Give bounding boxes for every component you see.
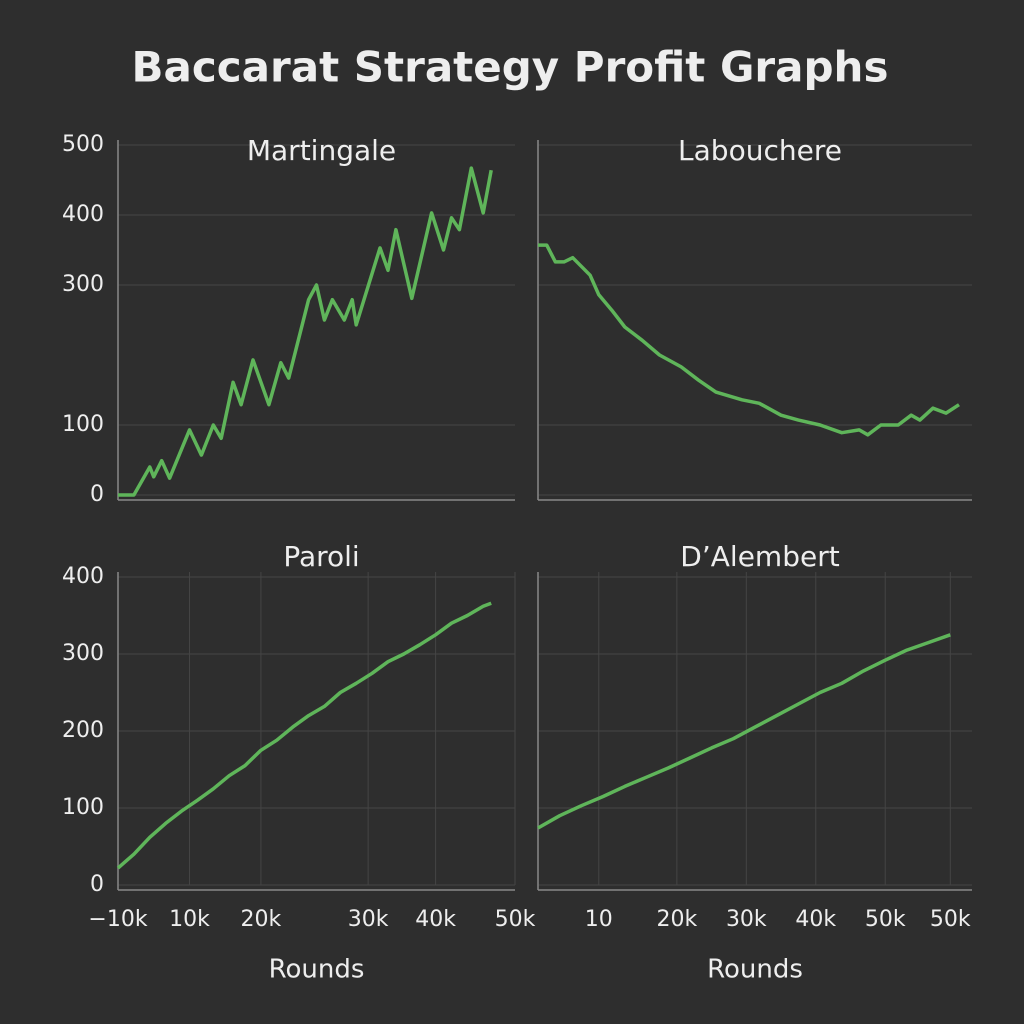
y-tick-label: 100 — [62, 412, 104, 437]
y-tick-label: 0 — [90, 872, 104, 897]
x-tick-label: 10 — [585, 907, 613, 932]
x-tick-label: 50k — [930, 907, 971, 932]
y-tick-label: 400 — [62, 202, 104, 227]
x-tick-label: 10k — [169, 907, 210, 932]
figure-title: Baccarat Strategy Profit Graphs — [132, 43, 889, 92]
y-tick-label: 300 — [62, 641, 104, 666]
x-tick-label: −10k — [88, 907, 147, 932]
x-tick-label: 50k — [495, 907, 536, 932]
chart-title: D’Alembert — [680, 540, 839, 573]
y-tick-label: 200 — [62, 718, 104, 743]
y-tick-label: 100 — [62, 795, 104, 820]
x-tick-label: 20k — [657, 907, 698, 932]
x-axis-label: Rounds — [269, 955, 365, 985]
chart-title: Labouchere — [678, 134, 842, 167]
chart-title: Paroli — [283, 540, 359, 573]
x-tick-label: 40k — [795, 907, 836, 932]
x-tick-label: 30k — [726, 907, 767, 932]
line-series — [538, 243, 960, 437]
line-series — [118, 166, 493, 497]
y-tick-label: 400 — [62, 564, 104, 589]
line-series — [116, 601, 492, 870]
x-tick-label: 30k — [348, 907, 389, 932]
y-tick-label: 0 — [90, 482, 104, 507]
chart-title: Martingale — [247, 134, 396, 167]
line-series — [537, 633, 951, 830]
x-tick-label: 40k — [415, 907, 456, 932]
x-axis-label: Rounds — [707, 955, 803, 985]
y-tick-label: 500 — [62, 132, 104, 157]
x-tick-label: 50k — [865, 907, 906, 932]
x-tick-label: 20k — [241, 907, 282, 932]
y-tick-label: 300 — [62, 272, 104, 297]
